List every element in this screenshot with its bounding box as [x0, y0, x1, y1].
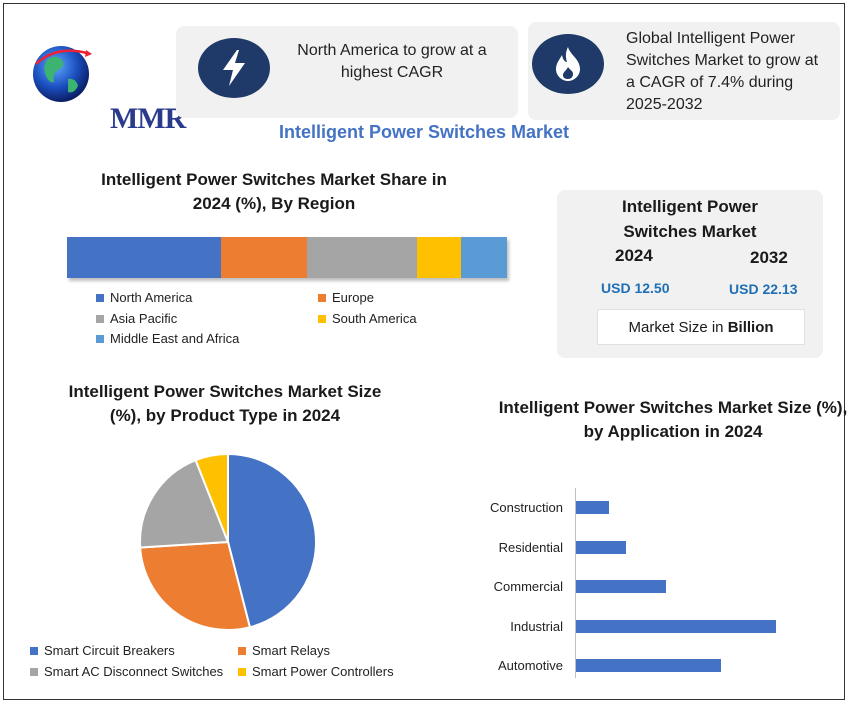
- region-segment-asia-pacific: [306, 237, 417, 278]
- application-bar-construction: [576, 501, 609, 514]
- application-bar-label: Industrial: [510, 618, 563, 634]
- application-bar-residential: [576, 540, 626, 554]
- cagr-highlight-text: Global Intelligent Power Switches Market…: [626, 30, 819, 113]
- application-bar-label: Construction: [490, 500, 563, 515]
- application-chart-title: Intelligent Power Switches Market Size (…: [498, 398, 848, 441]
- region-highlight-text: North America to grow at a highest CAGR: [297, 42, 487, 81]
- legend-label: Smart Power Controllers: [252, 664, 394, 679]
- application-bar-automotive: [576, 659, 721, 672]
- region-segment-europe: [221, 237, 307, 278]
- product-legend-item: Smart Circuit Breakers: [30, 643, 175, 658]
- region-chart-title: Intelligent Power Switches Market Share …: [101, 170, 447, 213]
- legend-label: South America: [332, 311, 417, 326]
- pie-slice-smart-circuit-breakers: [227, 452, 317, 629]
- value-2032: USD 22.13: [729, 281, 798, 297]
- pie-slice-smart-ac-disconnect-switches: [139, 458, 230, 549]
- pie-slice-smart-power-controllers: [194, 452, 229, 543]
- application-bar-commercial: [576, 580, 666, 593]
- year-2024-label: 2024: [615, 246, 653, 265]
- region-legend-item: South America: [318, 311, 417, 326]
- legend-label: Smart AC Disconnect Switches: [44, 664, 224, 679]
- product-legend-item: Smart Power Controllers: [238, 664, 394, 679]
- region-legend-item: Europe: [318, 290, 374, 305]
- legend-label: Asia Pacific: [110, 311, 178, 326]
- market-size-title: Intelligent Power Switches Market: [621, 197, 759, 241]
- legend-swatch: [318, 293, 326, 302]
- logo-text: MMR: [110, 102, 186, 135]
- region-legend-item: North America: [96, 290, 192, 305]
- outer-frame: [3, 3, 845, 700]
- unit-bold: Billion: [727, 318, 774, 336]
- application-bar-label: Commercial: [493, 579, 563, 594]
- application-bar-label: Automotive: [497, 658, 563, 673]
- page-title: Intelligent Power Switches Market: [278, 122, 570, 142]
- region-segment-south-america: [416, 237, 461, 278]
- highlight-card-region: North America to grow at a highest CAGR: [176, 26, 518, 118]
- product-pie-chart: [139, 452, 317, 631]
- flame-icon: [532, 34, 604, 94]
- legend-label: Smart Relays: [252, 643, 331, 658]
- legend-swatch: [96, 314, 104, 323]
- application-axis-line: [575, 488, 576, 678]
- legend-swatch: [238, 646, 246, 655]
- application-bar-label: Residential: [498, 539, 563, 555]
- legend-swatch: [96, 334, 104, 343]
- lightning-icon: [198, 38, 270, 98]
- legend-label: North America: [110, 290, 193, 305]
- region-legend-item: Asia Pacific: [96, 311, 177, 326]
- region-segment-middle-east-and-africa: [460, 237, 507, 278]
- legend-label: Europe: [332, 290, 374, 305]
- legend-swatch: [30, 646, 38, 655]
- legend-swatch: [318, 314, 326, 323]
- year-2032-label: 2032: [750, 248, 788, 267]
- region-legend-item: Middle East and Africa: [96, 331, 239, 346]
- pie-slice-smart-relays: [139, 540, 252, 631]
- region-segment-north-america: [67, 237, 221, 278]
- mmr-logo: MMR: [28, 34, 186, 135]
- unit-prefix: Market Size in: [628, 318, 728, 336]
- legend-swatch: [96, 293, 104, 302]
- market-size-box: Intelligent Power Switches Market 2024 2…: [557, 190, 823, 358]
- legend-label: Smart Circuit Breakers: [44, 643, 175, 658]
- region-stacked-bar: [67, 237, 507, 278]
- market-size-unit: Market Size in Billion: [597, 309, 805, 345]
- product-chart-title: Intelligent Power Switches Market Size (…: [68, 382, 382, 425]
- legend-label: Middle East and Africa: [110, 331, 240, 346]
- product-legend-item: Smart AC Disconnect Switches: [30, 664, 223, 679]
- product-legend-item: Smart Relays: [238, 643, 330, 658]
- legend-swatch: [238, 667, 246, 676]
- highlight-card-cagr: Global Intelligent Power Switches Market…: [528, 22, 840, 120]
- legend-swatch: [30, 667, 38, 676]
- application-bar-industrial: [576, 619, 776, 633]
- value-2024: USD 12.50: [601, 280, 670, 296]
